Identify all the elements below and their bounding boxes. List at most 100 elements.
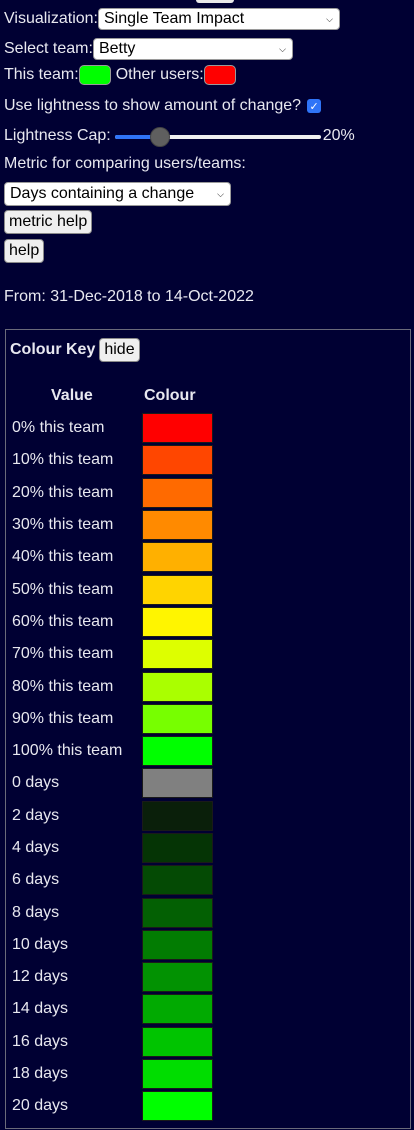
lightness-checkbox-label: Use lightness to show amount of change? <box>4 97 302 114</box>
lightness-cap-row: Lightness Cap: 20% <box>4 126 355 147</box>
help-button[interactable]: help <box>4 239 45 263</box>
lightness-row: Use lightness to show amount of change? … <box>4 97 322 115</box>
key-row: 70% this team <box>6 638 410 670</box>
key-row-colour-swatch <box>142 865 213 896</box>
key-row: 50% this team <box>6 573 410 605</box>
key-row-colour-swatch <box>142 510 213 541</box>
key-row-colour-swatch <box>142 574 213 605</box>
key-row: 2 days <box>6 800 410 832</box>
select-team-row: Select team: Betty ⌵ <box>4 38 293 60</box>
key-row-label: 30% this team <box>12 516 114 534</box>
hide-key-button[interactable]: hide <box>99 338 140 362</box>
key-row: 18 days <box>6 1058 410 1090</box>
key-row-label: 60% this team <box>12 612 114 630</box>
key-row-label: 50% this team <box>12 580 114 598</box>
slider-track-fill <box>114 135 159 139</box>
key-row-colour-swatch <box>142 994 213 1025</box>
key-row-label: 16 days <box>12 1032 69 1050</box>
visualization-select[interactable]: Single Team Impact ⌵ <box>97 8 340 30</box>
key-row-colour-swatch <box>142 736 213 767</box>
visualization-label: Visualization: <box>4 10 98 27</box>
key-row-colour-swatch <box>142 703 213 734</box>
key-row-colour-swatch <box>142 1059 213 1090</box>
metric-label: Metric for comparing users/teams: <box>4 155 246 172</box>
metric-select[interactable]: Days containing a change ⌵ <box>4 182 231 206</box>
key-row: 90% this team <box>6 703 410 735</box>
metric-select-value: Days containing a change <box>10 185 195 202</box>
metric-help-button[interactable]: metric help <box>4 210 93 234</box>
other-users-color-picker[interactable] <box>203 65 236 85</box>
slider-track <box>114 135 321 139</box>
key-row: 100% this team <box>6 735 410 767</box>
colour-key-header: Colour Key hide <box>10 338 140 362</box>
help-row: help <box>4 239 45 263</box>
key-row-colour-swatch <box>142 445 213 476</box>
key-row-colour-swatch <box>142 897 213 928</box>
key-row: 80% this team <box>6 670 410 702</box>
colour-key-title: Colour Key <box>10 341 96 358</box>
key-row-label: 0 days <box>12 774 60 792</box>
metric-select-row: Days containing a change ⌵ <box>4 182 231 206</box>
key-row-colour-swatch <box>142 768 213 799</box>
key-row-colour-swatch <box>142 477 213 508</box>
key-row-colour-swatch <box>142 929 213 960</box>
key-row: 0% this team <box>6 412 410 444</box>
chevron-down-icon: ⌵ <box>326 13 333 24</box>
key-row: 14 days <box>6 993 410 1025</box>
key-row-label: 18 days <box>12 1065 69 1083</box>
key-row: 0 days <box>6 767 410 799</box>
date-range: From: 31-Dec-2018 to 14-Oct-2022 <box>4 288 254 305</box>
chevron-down-icon: ⌵ <box>279 43 286 54</box>
key-row-colour-swatch <box>142 962 213 993</box>
key-row-label: 8 days <box>12 903 60 921</box>
key-row-label: 6 days <box>12 871 60 889</box>
key-row-colour-swatch <box>142 413 213 444</box>
lightness-checkbox[interactable]: ✓ <box>307 99 322 113</box>
key-row-colour-swatch <box>142 639 213 670</box>
chevron-down-icon: ⌵ <box>217 188 224 199</box>
team-select-value: Betty <box>98 40 136 57</box>
key-row-colour-swatch <box>142 1091 213 1122</box>
key-row-label: 40% this team <box>12 548 114 566</box>
key-row: 60% this team <box>6 606 410 638</box>
key-row-label: 20% this team <box>12 483 114 501</box>
key-row-label: 14 days <box>12 1000 69 1018</box>
key-row-colour-swatch <box>142 1026 213 1057</box>
lightness-cap-slider[interactable] <box>113 126 323 147</box>
key-row-label: 70% this team <box>12 645 114 663</box>
key-row-label: 80% this team <box>12 677 114 695</box>
key-row-label: 20 days <box>12 1097 69 1115</box>
key-row: 12 days <box>6 961 410 993</box>
date-range-row: From: 31-Dec-2018 to 14-Oct-2022 <box>4 288 254 306</box>
key-row: 16 days <box>6 1026 410 1058</box>
key-row-label: 100% this team <box>12 742 123 760</box>
colour-key-rows: 0% this team 10% this team 20% this team 30… <box>6 412 410 1123</box>
team-colors-row: This team: Other users: <box>4 65 236 85</box>
key-row-label: 10 days <box>12 935 69 953</box>
key-row: 10 days <box>6 929 410 961</box>
visualization-row: Visualization: Single Team Impact ⌵ <box>4 8 340 30</box>
select-team-label: Select team: <box>4 40 93 57</box>
lightness-cap-value: 20% <box>322 127 355 144</box>
key-row-colour-swatch <box>142 606 213 637</box>
key-row: 4 days <box>6 832 410 864</box>
other-users-label: Other users: <box>115 66 204 83</box>
colour-key-panel: Colour Key hide Value Colour 0% this tea… <box>5 329 411 1129</box>
slider-thumb[interactable] <box>149 127 170 147</box>
key-row-colour-swatch <box>142 800 213 831</box>
key-row-label: 12 days <box>12 968 69 986</box>
team-select[interactable]: Betty ⌵ <box>92 38 293 60</box>
key-row: 20 days <box>6 1090 410 1122</box>
key-row: 6 days <box>6 864 410 896</box>
key-row-label: 0% this team <box>12 419 105 437</box>
key-row: 30% this team <box>6 509 410 541</box>
visualization-select-value: Single Team Impact <box>103 10 245 27</box>
key-row-label: 2 days <box>12 806 60 824</box>
key-row-colour-swatch <box>142 542 213 573</box>
key-row-label: 10% this team <box>12 451 114 469</box>
key-row-colour-swatch <box>142 671 213 702</box>
key-row-label: 90% this team <box>12 709 114 727</box>
key-row-label: 4 days <box>12 839 60 856</box>
this-team-color-picker[interactable] <box>78 65 111 85</box>
key-row: 40% this team <box>6 541 410 573</box>
